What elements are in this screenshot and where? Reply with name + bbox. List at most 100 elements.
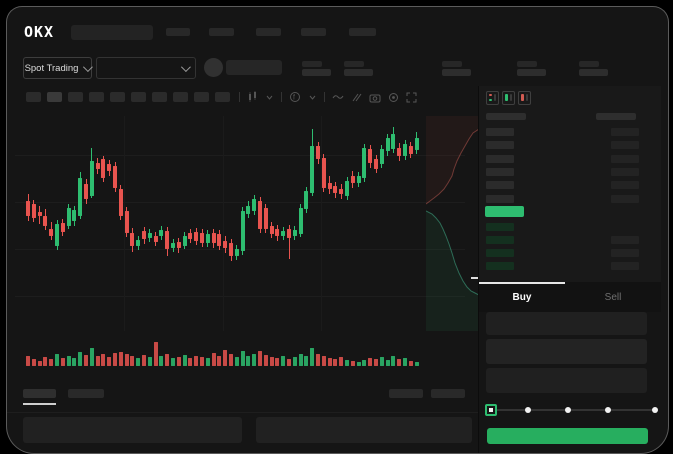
ask-row[interactable]	[479, 168, 661, 176]
timeframe-button[interactable]	[131, 92, 146, 102]
volume-bar	[263, 355, 268, 366]
ask-price-placeholder	[486, 195, 514, 203]
tab-buy[interactable]: Buy	[512, 291, 532, 303]
volume-bar	[43, 357, 48, 366]
stat-value-placeholder	[579, 69, 608, 76]
ask-row[interactable]	[479, 155, 661, 163]
ask-row[interactable]	[479, 195, 661, 203]
compare-icon[interactable]	[351, 92, 362, 103]
pair-selector-dropdown[interactable]	[96, 57, 196, 79]
book-bids-icon[interactable]	[502, 91, 515, 105]
gridline-v	[124, 116, 125, 331]
timeframe-button[interactable]	[26, 92, 41, 102]
camera-icon[interactable]	[369, 92, 381, 103]
timeframe-button[interactable]	[47, 92, 62, 102]
chevron-down-icon[interactable]	[265, 93, 274, 102]
nav-item-placeholder[interactable]	[256, 28, 281, 36]
candle-body	[72, 210, 77, 221]
volume-bar	[136, 358, 141, 366]
book-combined-icon[interactable]	[486, 91, 499, 105]
amount-input[interactable]	[486, 339, 647, 364]
volume-bar	[124, 354, 129, 366]
volume-bar	[26, 356, 30, 366]
indicators-icon[interactable]: f	[289, 91, 301, 103]
candle-body	[55, 224, 59, 246]
volume-bar	[298, 354, 303, 366]
bottom-tab-active[interactable]	[23, 389, 56, 398]
candle-body	[316, 146, 320, 159]
timeframe-button[interactable]	[215, 92, 230, 102]
bid-row[interactable]	[479, 223, 661, 231]
tab-sell[interactable]: Sell	[604, 291, 622, 303]
line-chart-icon[interactable]	[332, 92, 344, 102]
slider-stop[interactable]	[565, 407, 571, 413]
timeframe-button[interactable]	[68, 92, 83, 102]
bottom-bar-control[interactable]	[389, 389, 423, 398]
book-price-column-header	[486, 113, 526, 120]
search-input[interactable]	[71, 25, 153, 40]
candle-body	[84, 184, 88, 199]
svg-text:f: f	[293, 95, 295, 102]
settings-gear-icon[interactable]	[388, 92, 399, 103]
timeframe-button[interactable]	[110, 92, 125, 102]
nav-item-placeholder[interactable]	[209, 28, 234, 36]
candle-body	[234, 249, 239, 256]
volume-bar	[205, 358, 210, 366]
candle-body	[327, 183, 332, 189]
market-type-dropdown[interactable]: Spot Trading	[23, 57, 94, 79]
bottom-tab[interactable]	[68, 389, 104, 398]
volume-bar	[281, 356, 286, 366]
candle-body	[182, 236, 187, 246]
candle-body	[229, 243, 233, 256]
candlestick-chart[interactable]	[7, 116, 479, 331]
stat-value-placeholder	[344, 69, 373, 76]
fullscreen-icon[interactable]	[406, 92, 417, 103]
ask-amount-placeholder	[611, 181, 639, 189]
book-asks-icon[interactable]	[518, 91, 531, 105]
candle-wick	[288, 225, 290, 259]
last-price-badge[interactable]	[485, 206, 524, 217]
candle-body	[26, 201, 30, 216]
bottom-panel-right[interactable]	[256, 417, 472, 443]
candle-body	[287, 229, 291, 238]
nav-item-placeholder[interactable]	[349, 28, 376, 36]
candle-body	[298, 208, 303, 234]
bid-row[interactable]	[479, 249, 661, 257]
timeframe-button[interactable]	[89, 92, 104, 102]
candle-body	[333, 186, 338, 193]
volume-bar	[182, 355, 187, 366]
buy-submit-button[interactable]	[487, 428, 648, 444]
slider-stop[interactable]	[525, 407, 531, 413]
candle-body	[368, 149, 373, 163]
gridline-h	[15, 296, 465, 297]
bottom-bar-control[interactable]	[431, 389, 465, 398]
timeframe-button[interactable]	[194, 92, 209, 102]
bid-amount-placeholder	[611, 262, 639, 270]
total-input[interactable]	[486, 368, 647, 393]
nav-item-placeholder[interactable]	[301, 28, 326, 36]
amount-slider-track[interactable]	[489, 409, 656, 411]
candle-body	[339, 189, 344, 194]
candle-type-icon[interactable]	[247, 91, 258, 103]
bid-row[interactable]	[479, 262, 661, 270]
gridline-v	[223, 116, 224, 331]
volume-bar	[321, 356, 326, 366]
ask-row[interactable]	[479, 141, 661, 149]
bottom-panel-left[interactable]	[23, 417, 242, 443]
slider-stop[interactable]	[652, 407, 658, 413]
nav-item-placeholder[interactable]	[166, 28, 190, 36]
chevron-down-icon[interactable]	[308, 93, 317, 102]
price-input[interactable]	[486, 312, 647, 335]
slider-stop[interactable]	[605, 407, 611, 413]
panel-divider	[478, 86, 479, 453]
slider-handle[interactable]	[485, 404, 497, 416]
timeframe-button[interactable]	[173, 92, 188, 102]
candle-body	[188, 233, 193, 239]
bottom-tab-indicator	[23, 403, 56, 405]
candle-body	[147, 233, 152, 238]
timeframe-button[interactable]	[152, 92, 167, 102]
candle-body	[89, 161, 94, 196]
ask-row[interactable]	[479, 181, 661, 189]
bid-row[interactable]	[479, 236, 661, 244]
ask-row[interactable]	[479, 128, 661, 136]
